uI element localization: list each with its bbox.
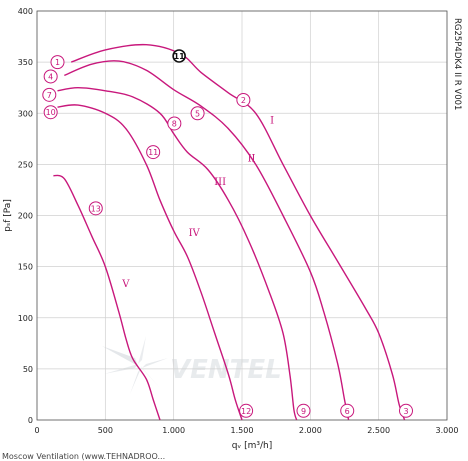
operating-point-marker: 3 — [399, 403, 413, 418]
x-tick-label: 2.000 — [299, 426, 322, 435]
operating-point-marker: 11 — [172, 49, 186, 63]
operating-point-marker: 1 — [50, 55, 65, 70]
marker-label: 13 — [91, 204, 101, 213]
marker-circle — [167, 116, 182, 131]
operating-point-marker: 7 — [42, 87, 57, 102]
y-tick-label: 250 — [18, 160, 33, 169]
marker-label: 8 — [172, 119, 177, 128]
marker-circle — [50, 55, 65, 70]
marker-circle — [236, 92, 251, 107]
operating-point-marker: 12 — [239, 403, 254, 418]
x-tick-label: 1.500 — [231, 426, 254, 435]
marker-label: 12 — [241, 407, 251, 416]
curve-label: IV — [189, 228, 201, 239]
marker-label: 11 — [148, 148, 158, 157]
y-tick-label: 150 — [18, 263, 33, 272]
y-tick-label: 350 — [18, 58, 33, 67]
y-tick-label: 100 — [18, 314, 33, 323]
marker-label: 10 — [46, 108, 56, 117]
x-tick-label: 1.000 — [162, 426, 185, 435]
y-tick-label: 300 — [18, 109, 33, 118]
marker-circle — [340, 403, 355, 418]
marker-circle — [43, 69, 58, 84]
marker-circle — [190, 106, 205, 121]
operating-point-marker: 4 — [43, 69, 58, 84]
curve-label: III — [214, 177, 226, 188]
y-tick-label: 0 — [28, 416, 33, 425]
marker-label: 11 — [174, 52, 186, 61]
ventel-watermark-logo: VENTEL — [102, 336, 282, 394]
y-tick-label: 50 — [23, 365, 33, 374]
y-tick-label: 400 — [18, 7, 33, 16]
operating-point-marker: 9 — [296, 403, 311, 418]
operating-point-marker: 8 — [167, 116, 182, 131]
operating-point-marker: 11 — [146, 145, 161, 160]
x-tick-label: 0 — [34, 426, 39, 435]
curve-label: I — [270, 115, 274, 126]
fan-curve-iii — [57, 86, 298, 421]
marker-label: 1 — [55, 58, 60, 67]
fan-curve-i — [70, 43, 406, 421]
marker-circle — [88, 201, 103, 216]
x-tick-label: 500 — [98, 426, 113, 435]
marker-circle — [399, 403, 413, 418]
marker-label: 4 — [48, 72, 53, 81]
x-axis-label: qᵥ [m³/h] — [232, 441, 272, 451]
marker-circle — [296, 403, 311, 418]
y-axis-label: pₛf [Pa] — [3, 199, 13, 232]
curve-label: II — [248, 153, 256, 164]
marker-label: 6 — [345, 407, 350, 416]
operating-point-marker: 2 — [236, 92, 251, 107]
fan-curve-v — [53, 174, 161, 421]
svg-text:VENTEL: VENTEL — [170, 355, 282, 385]
operating-point-marker: 10 — [43, 105, 58, 120]
marker-label: 3 — [403, 407, 408, 416]
operating-point-marker: 13 — [88, 201, 103, 216]
marker-circle — [172, 49, 186, 63]
marker-circle — [42, 87, 57, 102]
fan-curve-ii — [64, 60, 350, 421]
marker-circle — [43, 105, 58, 120]
operating-point-marker: 6 — [340, 403, 355, 418]
x-tick-label: 3.000 — [436, 426, 459, 435]
marker-label: 2 — [241, 96, 246, 105]
fan-curve-iv — [57, 104, 243, 421]
model-code-label: RG25P4DK4 II R V001 — [452, 18, 462, 110]
x-tick-label: 2.500 — [367, 426, 390, 435]
curve-label: V — [121, 279, 130, 290]
y-tick-label: 200 — [18, 212, 33, 221]
footer-note: Moscow Ventilation (www.TEHNADROO... — [2, 452, 166, 461]
marker-label: 5 — [195, 109, 200, 118]
marker-label: 7 — [47, 91, 52, 100]
marker-label: 9 — [301, 407, 306, 416]
operating-point-marker: 5 — [190, 106, 205, 121]
marker-circle — [146, 145, 161, 160]
marker-circle — [239, 403, 254, 418]
